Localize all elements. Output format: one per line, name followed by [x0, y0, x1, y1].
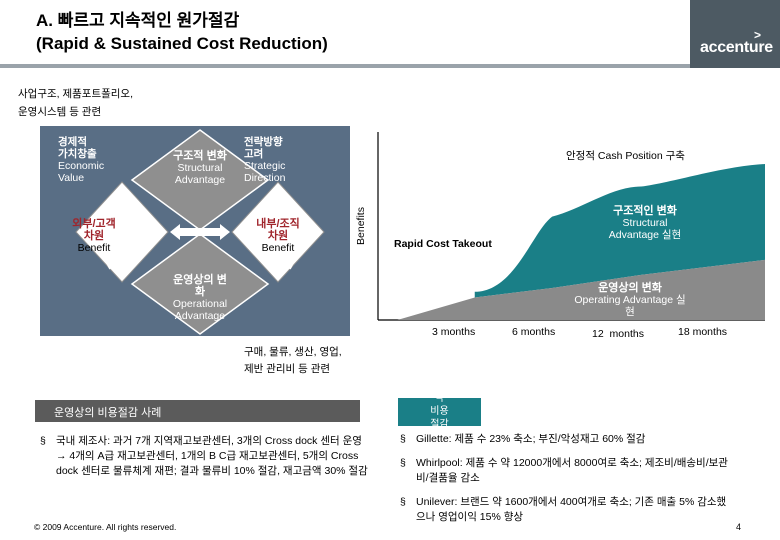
- bottom-diamond-ko-1: 운영상의 변: [173, 274, 227, 286]
- top-diamond-label: 구조적 변화 Structural Advantage: [150, 150, 250, 186]
- right-diamond-label: 내부/조직 차원 Benefit: [246, 218, 310, 254]
- cost-reduction-box-text: 각 비용 절감: [398, 398, 481, 426]
- cost-reduction-box: 각 비용 절감: [398, 398, 481, 426]
- list-item-text: 국내 제조사: 과거 7개 지역재고보관센터, 3개의 Cross dock 센…: [56, 435, 368, 477]
- arrow-top-left: [97, 198, 113, 224]
- list-item-text: Whirlpool: 제품 수 약 12000개에서 8000여로 축소; 제조…: [416, 457, 728, 484]
- teal-text-1: 각: [434, 398, 445, 404]
- logo-background: [690, 0, 780, 68]
- case-right-list: § Gillette: 제품 수 23% 축소; 부진/악성재고 60% 절감 …: [400, 432, 730, 525]
- chart-top-note: 안정적 Cash Position 구축: [566, 150, 685, 162]
- teal-text-3: 절감: [430, 419, 449, 426]
- operating-en-1: Operating Advantage 실: [574, 294, 686, 306]
- corner-economic-label: 경제적 가치창출 Economic Value: [58, 136, 104, 184]
- accenture-logo: accenture: [700, 39, 773, 56]
- operating-ko: 운영상의 변화: [598, 282, 662, 294]
- list-item-text: Unilever: 브랜드 약 1600개에서 400여개로 축소; 기존 매출…: [416, 496, 727, 523]
- x-tick-6m: 6 months: [512, 326, 556, 338]
- x-tick-3m: 3 months: [432, 326, 476, 338]
- bottom-diamond: [130, 233, 270, 335]
- double-arrow-icon: [170, 224, 230, 240]
- structural-en-1: Structural: [622, 217, 668, 229]
- right-diamond-en: Benefit: [261, 242, 295, 254]
- arrow-bottom-right: [285, 244, 303, 270]
- accenture-logo-mark: >: [754, 28, 762, 42]
- x-tick-12m: 12 months: [592, 328, 644, 340]
- list-item: § Unilever: 브랜드 약 1600개에서 400여개로 축소; 기존 …: [400, 495, 730, 525]
- page-title-line-2: (Rapid & Sustained Cost Reduction): [36, 34, 328, 53]
- bottom-diamond-ko-2: 화: [194, 286, 206, 298]
- bottom-diamond-en-1: Operational: [172, 298, 228, 310]
- left-diamond-en: Benefit: [77, 242, 111, 254]
- operating-en-2: 현: [625, 306, 635, 318]
- strategy-diagram: [40, 126, 350, 336]
- case-title-bar: [35, 400, 360, 422]
- top-diamond-en-2: Advantage: [174, 174, 226, 186]
- top-diamond-en-1: Structural: [177, 162, 223, 174]
- arrow-bottom-left: [97, 244, 115, 270]
- top-left-note-line-2: 운영시스템 등 관련: [18, 106, 102, 118]
- strategic-en-1: Strategic: [244, 160, 286, 172]
- list-item: § Whirlpool: 제품 수 약 12000개에서 8000여로 축소; …: [400, 456, 730, 486]
- left-diamond: [75, 181, 169, 283]
- corner-economic-en-2: Value: [58, 172, 85, 184]
- structural-label: 구조적인 변화 Structural Advantage 실현: [590, 205, 700, 241]
- list-item-text: Gillette: 제품 수 23% 축소; 부진/악성재고 60% 절감: [416, 433, 646, 445]
- strategic-en-2: Direction: [244, 172, 286, 184]
- bullet-icon: §: [40, 435, 46, 447]
- top-diamond-ko: 구조적 변화: [173, 150, 227, 162]
- right-diamond: [231, 181, 325, 283]
- case-left-list: § 국내 제조사: 과거 7개 지역재고보관센터, 3개의 Cross dock…: [40, 434, 370, 479]
- bullet-icon: §: [400, 433, 406, 445]
- header-rule: [0, 64, 780, 68]
- teal-text-2: 비용: [430, 406, 449, 417]
- strategic-label: 전략방향 고려 Strategic Direction: [244, 136, 285, 184]
- copyright: © 2009 Accenture. All rights reserved.: [34, 522, 177, 532]
- left-diamond-label: 외부/고객 차원 Benefit: [62, 218, 126, 254]
- arrow-top-right: [287, 198, 303, 224]
- bottom-diamond-en-2: Advantage: [174, 310, 226, 322]
- rapid-cost-label: Rapid Cost Takeout: [394, 238, 492, 250]
- right-diamond-ko-1: 내부/조직: [256, 218, 300, 230]
- x-tick-18m: 18 months: [678, 326, 728, 338]
- benefit-chart: Benefits: [355, 132, 765, 321]
- bottom-diamond-label: 운영상의 변 화 Operational Advantage: [150, 274, 250, 322]
- case-title: 운영상의 비용절감 사례: [54, 407, 162, 419]
- y-axis-label: Benefits: [355, 207, 367, 245]
- structural-ko: 구조적인 변화: [613, 205, 677, 217]
- list-item: § Gillette: 제품 수 23% 축소; 부진/악성재고 60% 절감: [400, 432, 730, 447]
- corner-economic-en-1: Economic: [58, 160, 105, 172]
- page-title-line-1: A. 빠르고 지속적인 원가절감: [36, 11, 240, 30]
- page-number: 4: [736, 522, 742, 532]
- bottom-mid-note-line-2: 제반 관리비 등 관련: [244, 363, 331, 375]
- right-diamond-ko-2: 차원: [267, 230, 289, 242]
- strategic-ko-1: 전략방향: [244, 136, 283, 148]
- bottom-mid-note-line-1: 구매, 물류, 생산, 영업,: [244, 346, 342, 358]
- bullet-icon: §: [400, 496, 406, 508]
- strategic-ko-2: 고려: [244, 148, 264, 160]
- operating-label: 운영상의 변화 Operating Advantage 실 현: [550, 282, 710, 318]
- bullet-icon: §: [400, 457, 406, 469]
- list-item: § 국내 제조사: 과거 7개 지역재고보관센터, 3개의 Cross dock…: [40, 434, 370, 479]
- top-left-note-line-1: 사업구조, 제품포트폴리오,: [18, 88, 134, 100]
- structural-en-2: Advantage 실현: [608, 229, 682, 241]
- operating-area: [378, 259, 765, 320]
- left-diamond-ko-2: 차원: [83, 230, 105, 242]
- structural-area: [474, 163, 765, 298]
- corner-economic-ko-1: 경제적: [58, 136, 87, 148]
- corner-economic-ko-2: 가치창출: [58, 148, 97, 160]
- left-diamond-ko-1: 외부/고객: [72, 218, 116, 230]
